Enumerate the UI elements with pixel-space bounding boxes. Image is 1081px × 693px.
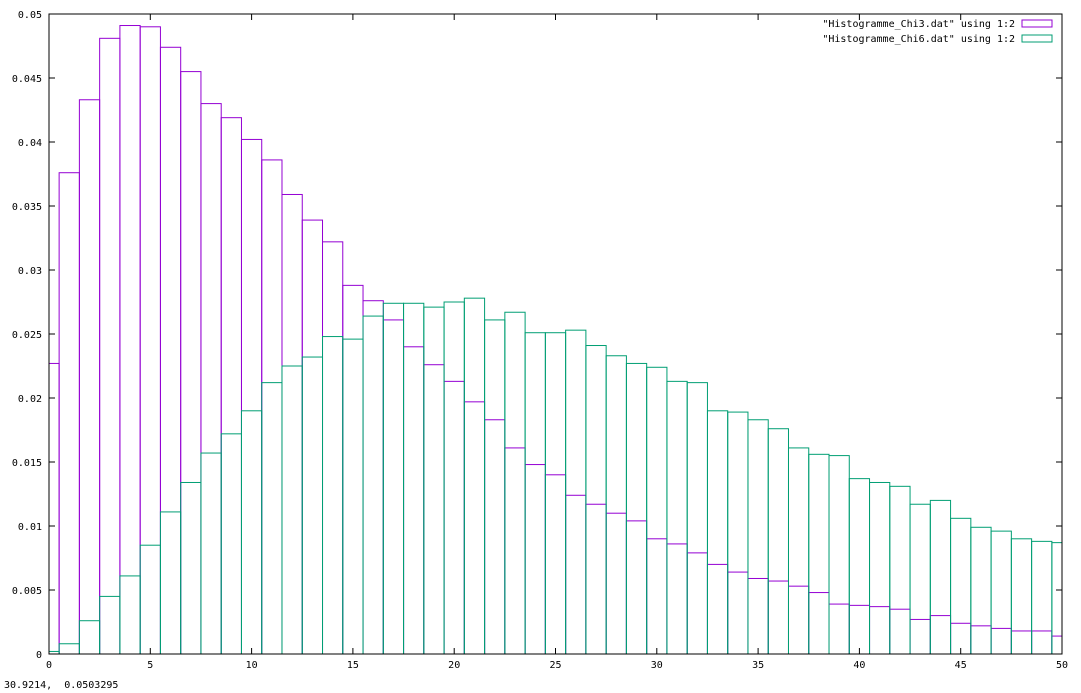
- x-tick-label: 0: [46, 660, 52, 671]
- legend-swatch: [1021, 19, 1053, 28]
- mouse-coordinate-readout: 30.9214, 0.0503295: [4, 680, 119, 691]
- y-tick-label: 0.005: [12, 586, 42, 597]
- y-tick-label: 0.01: [18, 522, 42, 533]
- y-tick-label: 0.03: [18, 266, 42, 277]
- y-tick-label: 0: [36, 650, 42, 661]
- legend-label: "Histogramme_Chi6.dat" using 1:2: [822, 34, 1015, 45]
- x-tick-label: 50: [1056, 660, 1068, 671]
- x-tick-label: 40: [853, 660, 865, 671]
- y-tick-label: 0.045: [12, 74, 42, 85]
- x-tick-label: 10: [246, 660, 258, 671]
- y-tick-label: 0.015: [12, 458, 42, 469]
- x-tick-label: 5: [147, 660, 153, 671]
- legend: "Histogramme_Chi3.dat" using 1:2 "Histogr…: [822, 19, 1053, 45]
- x-tick-label: 25: [549, 660, 561, 671]
- x-tick-label: 35: [752, 660, 764, 671]
- y-tick-label: 0.04: [18, 138, 42, 149]
- x-tick-label: 15: [347, 660, 359, 671]
- y-tick-label: 0.05: [18, 10, 42, 21]
- axes-group: 0 0.005 0.01 0.015 0.02 0.025 0.03 0.035 0.04 0.0…: [12, 10, 1068, 671]
- y-tick-label: 0.02: [18, 394, 42, 405]
- y-tick-label: 0.035: [12, 202, 42, 213]
- legend-swatch: [1021, 34, 1053, 43]
- x-tick-label: 30: [651, 660, 663, 671]
- x-tick-label: 20: [448, 660, 460, 671]
- y-tick-label: 0.025: [12, 330, 42, 341]
- x-tick-label: 45: [955, 660, 967, 671]
- legend-label: "Histogramme_Chi3.dat" using 1:2: [822, 19, 1015, 30]
